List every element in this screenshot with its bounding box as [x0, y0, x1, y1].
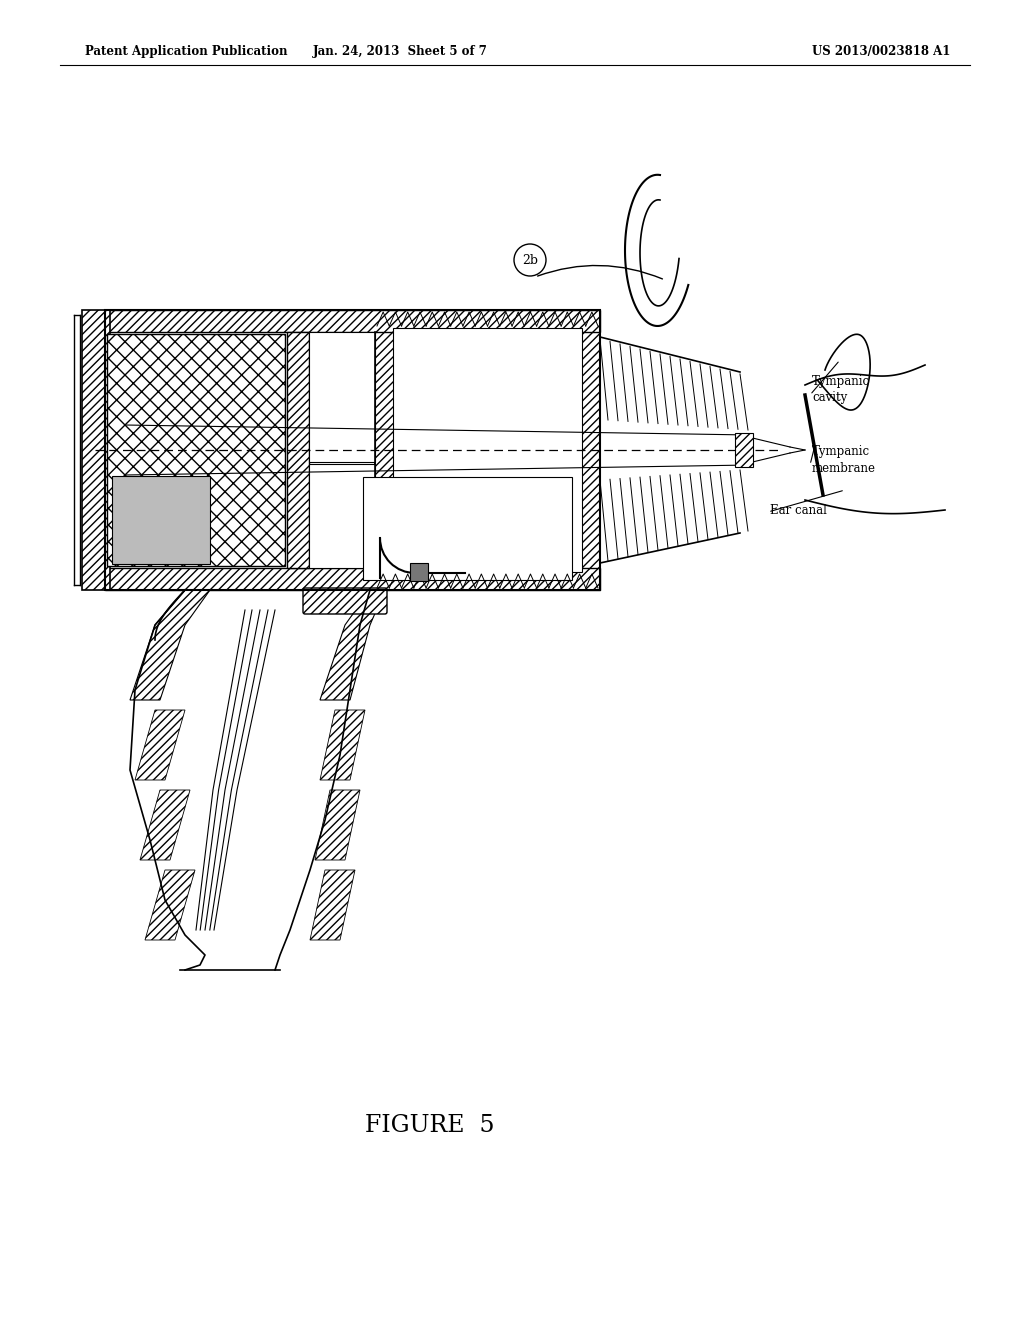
Bar — [82, 310, 110, 590]
Polygon shape — [145, 870, 195, 940]
Bar — [309, 333, 375, 462]
Polygon shape — [140, 789, 190, 861]
Bar — [106, 334, 285, 566]
Bar — [105, 310, 600, 590]
Bar — [410, 564, 428, 581]
Bar — [112, 475, 210, 564]
Text: 2b: 2b — [522, 253, 538, 267]
Polygon shape — [315, 789, 360, 861]
Bar — [735, 433, 753, 467]
Text: Tympanic
cavity: Tympanic cavity — [812, 375, 870, 404]
Text: Ear canal: Ear canal — [770, 503, 826, 516]
Polygon shape — [130, 590, 210, 700]
Polygon shape — [319, 710, 365, 780]
Bar — [309, 465, 375, 568]
Text: Jan. 24, 2013  Sheet 5 of 7: Jan. 24, 2013 Sheet 5 of 7 — [312, 45, 487, 58]
Polygon shape — [135, 710, 185, 780]
Text: US 2013/0023818 A1: US 2013/0023818 A1 — [812, 45, 950, 58]
Polygon shape — [310, 870, 355, 940]
Bar — [362, 477, 572, 579]
Bar — [105, 310, 600, 333]
Bar — [393, 327, 582, 572]
Text: Tympanic
membrane: Tympanic membrane — [812, 446, 876, 474]
Text: FIGURE  5: FIGURE 5 — [366, 1114, 495, 1137]
Text: Patent Application Publication: Patent Application Publication — [85, 45, 288, 58]
FancyBboxPatch shape — [303, 587, 387, 614]
Bar — [105, 568, 600, 590]
Bar — [375, 310, 600, 590]
Bar — [287, 333, 309, 568]
Polygon shape — [319, 590, 385, 700]
